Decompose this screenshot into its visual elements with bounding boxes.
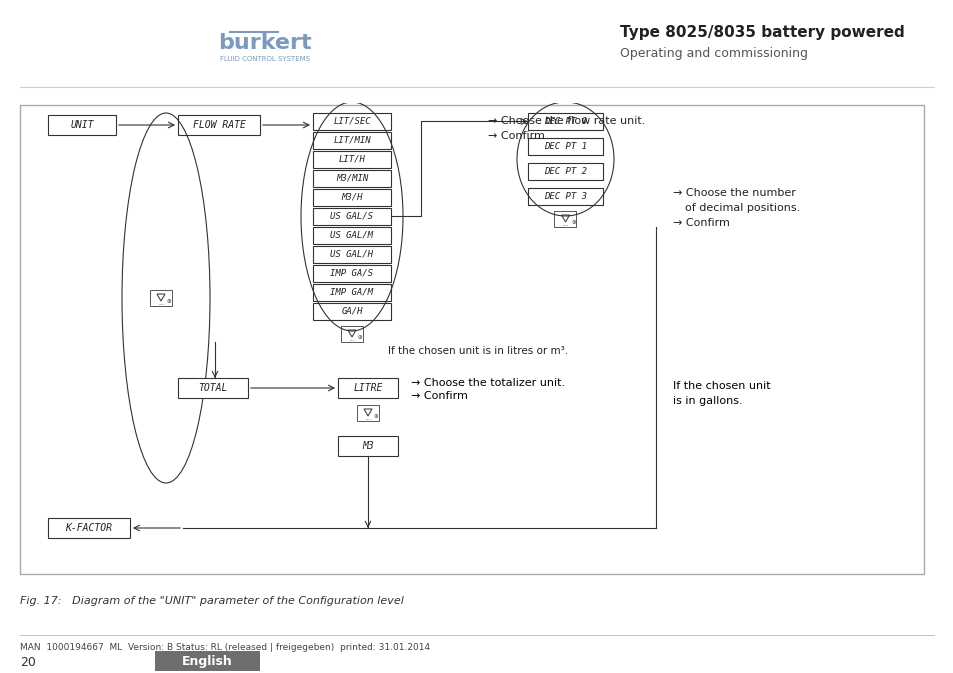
Text: If the chosen unit: If the chosen unit bbox=[672, 381, 770, 391]
Bar bbox=[313, 208, 391, 225]
Text: is in gallons.: is in gallons. bbox=[672, 396, 741, 406]
Bar bbox=[527, 113, 602, 130]
Bar bbox=[527, 163, 602, 180]
Bar bbox=[178, 115, 260, 135]
Text: English: English bbox=[181, 655, 233, 668]
Text: LIT/MIN: LIT/MIN bbox=[333, 136, 371, 145]
Text: → Choose the flow rate unit.: → Choose the flow rate unit. bbox=[488, 116, 644, 126]
Text: DEC PT 0: DEC PT 0 bbox=[543, 117, 586, 126]
Bar bbox=[527, 138, 602, 155]
Bar bbox=[150, 290, 172, 306]
Text: ⊕: ⊕ bbox=[374, 415, 378, 419]
Bar bbox=[313, 284, 391, 301]
Text: GA/H: GA/H bbox=[341, 307, 362, 316]
Text: 20: 20 bbox=[20, 656, 36, 670]
Text: → Choose the number: → Choose the number bbox=[672, 188, 795, 198]
Text: US GAL/S: US GAL/S bbox=[330, 212, 374, 221]
Bar bbox=[554, 211, 576, 227]
Text: FLOW RATE: FLOW RATE bbox=[193, 120, 245, 130]
Text: LIT/SEC: LIT/SEC bbox=[333, 117, 371, 126]
Text: UNIT: UNIT bbox=[71, 120, 93, 130]
Bar bbox=[313, 246, 391, 263]
Text: burkert: burkert bbox=[218, 33, 312, 53]
Text: Type 8025/8035 battery powered: Type 8025/8035 battery powered bbox=[619, 26, 903, 40]
Bar bbox=[313, 132, 391, 149]
Text: MAN  1000194667  ML  Version: B Status: RL (released | freigegeben)  printed: 31: MAN 1000194667 ML Version: B Status: RL … bbox=[20, 643, 430, 653]
Text: FLUID CONTROL SYSTEMS: FLUID CONTROL SYSTEMS bbox=[220, 56, 310, 62]
Bar bbox=[48, 115, 116, 135]
Text: LIT/H: LIT/H bbox=[338, 155, 365, 164]
Text: → Confirm: → Confirm bbox=[411, 391, 467, 401]
Text: TOTAL: TOTAL bbox=[198, 383, 228, 393]
Text: ⊕: ⊕ bbox=[167, 299, 172, 304]
Text: ....: .... bbox=[158, 302, 164, 306]
Bar bbox=[356, 405, 378, 421]
Text: IMP GA/S: IMP GA/S bbox=[330, 269, 374, 278]
Text: → Confirm: → Confirm bbox=[672, 218, 729, 228]
Text: ....: .... bbox=[349, 337, 355, 343]
Bar bbox=[313, 113, 391, 130]
Text: DEC PT 1: DEC PT 1 bbox=[543, 142, 586, 151]
Bar bbox=[154, 651, 260, 671]
Text: Fig. 17:   Diagram of the "UNIT" parameter of the Configuration level: Fig. 17: Diagram of the "UNIT" parameter… bbox=[20, 596, 403, 606]
Bar bbox=[313, 151, 391, 168]
Text: M3/MIN: M3/MIN bbox=[335, 174, 368, 183]
Text: IMP GA/M: IMP GA/M bbox=[330, 288, 374, 297]
Text: ....: .... bbox=[365, 417, 371, 421]
Text: of decimal positions.: of decimal positions. bbox=[684, 203, 800, 213]
Text: US GAL/M: US GAL/M bbox=[330, 231, 374, 240]
Text: LITRE: LITRE bbox=[353, 383, 382, 393]
Text: If the chosen unit is in litres or m³.: If the chosen unit is in litres or m³. bbox=[388, 346, 568, 356]
Text: K-FACTOR: K-FACTOR bbox=[66, 523, 112, 533]
Bar bbox=[313, 189, 391, 206]
Text: M3: M3 bbox=[362, 441, 374, 451]
Text: M3/H: M3/H bbox=[341, 193, 362, 202]
Bar bbox=[340, 326, 363, 342]
Text: DEC PT 2: DEC PT 2 bbox=[543, 167, 586, 176]
Text: DEC PT 3: DEC PT 3 bbox=[543, 192, 586, 201]
Text: US GAL/H: US GAL/H bbox=[330, 250, 374, 259]
Bar bbox=[337, 436, 397, 456]
Bar bbox=[337, 378, 397, 398]
Text: → Choose the totalizer unit.: → Choose the totalizer unit. bbox=[411, 378, 564, 388]
Bar bbox=[313, 170, 391, 187]
Text: → Confirm: → Confirm bbox=[488, 131, 544, 141]
Bar bbox=[313, 265, 391, 282]
Bar bbox=[178, 378, 248, 398]
Bar bbox=[527, 188, 602, 205]
Bar bbox=[313, 303, 391, 320]
Text: ⊕: ⊕ bbox=[571, 221, 576, 225]
Text: ....: .... bbox=[562, 223, 568, 227]
Text: ⊕: ⊕ bbox=[357, 336, 362, 341]
Bar bbox=[48, 518, 130, 538]
Bar bbox=[313, 227, 391, 244]
Text: Operating and commissioning: Operating and commissioning bbox=[619, 46, 807, 59]
